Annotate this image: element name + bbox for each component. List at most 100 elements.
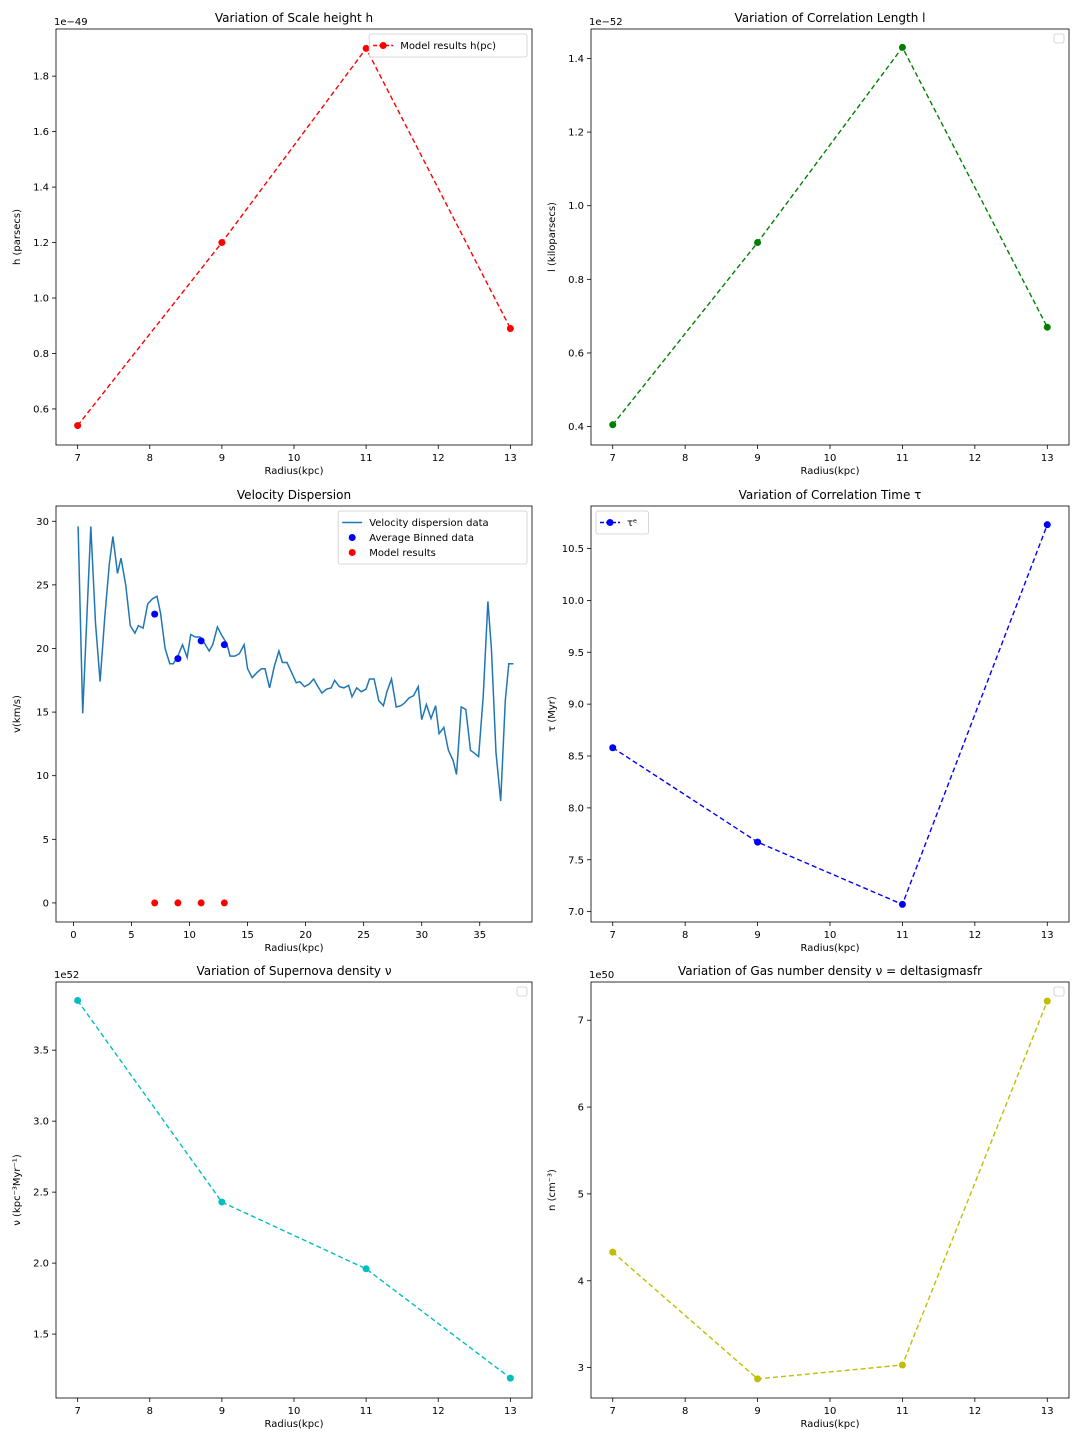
x-tick-label: 11	[896, 453, 909, 464]
y-axis-label: n (cm⁻³)	[547, 1169, 558, 1211]
y-tick-label: 15	[36, 708, 49, 719]
series-1	[74, 996, 514, 1382]
legend-marker	[348, 549, 356, 556]
series-1	[609, 43, 1051, 429]
legend-box	[516, 986, 528, 997]
legend-box	[595, 510, 649, 535]
y-tick-label: 20	[36, 644, 49, 655]
y-tick-label: 1.6	[33, 127, 49, 138]
y-tick-label: 1.8	[33, 72, 49, 83]
data-point	[174, 899, 182, 907]
x-tick-label: 10	[824, 930, 837, 941]
x-tick-label: 20	[299, 930, 312, 941]
y-tick-label: 10	[36, 771, 49, 782]
y-axis-label: v(km/s)	[12, 695, 23, 733]
y-tick-label: 1.2	[33, 238, 49, 249]
data-point	[362, 1265, 370, 1273]
series-line	[612, 46, 1048, 426]
legend-label: Model results	[369, 548, 436, 559]
y-tick-label: 0	[43, 898, 49, 909]
data-point	[754, 838, 762, 846]
x-tick-label: 7	[610, 930, 616, 941]
y-tick-label: 1.4	[568, 54, 584, 65]
x-tick-label: 30	[415, 930, 428, 941]
chart-title: Variation of Correlation Time τ	[739, 488, 922, 502]
series-line	[612, 1000, 1048, 1380]
series-line	[612, 524, 1048, 906]
y-tick-label: 2.5	[33, 1188, 49, 1199]
legend-box	[368, 33, 528, 58]
x-tick-label: 13	[1041, 930, 1054, 941]
data-point	[898, 1361, 906, 1369]
y-tick-label: 3.0	[33, 1117, 49, 1128]
data-point	[197, 637, 205, 645]
data-point	[74, 996, 82, 1004]
series-1	[609, 997, 1051, 1383]
series-1	[609, 521, 1051, 908]
legend-marker	[348, 534, 356, 541]
data-point	[220, 899, 228, 907]
chart-title: Variation of Correlation Length l	[735, 11, 926, 25]
axes-frame	[55, 505, 533, 923]
y-tick-label: 8.0	[568, 803, 584, 814]
y-tick-label: 5	[578, 1189, 584, 1200]
legend-label: Model results h(pc)	[400, 41, 496, 52]
series-line	[77, 1000, 511, 1379]
x-tick-label: 9	[219, 1406, 225, 1417]
x-tick-label: 35	[473, 930, 486, 941]
chart-1: Variation of Scale height h 7 8 9 10 11 12 13 0.…	[12, 11, 533, 477]
y-axis-label: l (kiloparsecs)	[547, 202, 558, 272]
x-tick-label: 13	[504, 453, 517, 464]
y-tick-label: 10.5	[562, 544, 584, 555]
series-line	[77, 526, 514, 802]
data-point	[74, 422, 82, 430]
y-tick-label: 1.5	[33, 1330, 49, 1341]
x-tick-label: 12	[968, 930, 981, 941]
y-tick-label: 7	[578, 1016, 584, 1027]
x-tick-label: 10	[183, 930, 196, 941]
data-point	[609, 421, 617, 429]
x-tick-label: 12	[968, 453, 981, 464]
x-axis-label: Radius(kpc)	[265, 1419, 324, 1430]
y-tick-label: 9.0	[568, 700, 584, 711]
series-2	[151, 610, 228, 663]
legend-box	[337, 510, 528, 565]
y-tick-label: 0.4	[568, 422, 584, 433]
x-tick-label: 0	[70, 930, 76, 941]
data-point	[754, 1375, 762, 1383]
legend: Velocity dispersion data Average Binned d…	[337, 510, 528, 565]
data-point	[218, 239, 226, 247]
y-tick-label: 9.5	[568, 648, 584, 659]
y-tick-label: 1.2	[568, 128, 584, 139]
x-tick-label: 10	[288, 453, 301, 464]
data-point	[362, 44, 370, 52]
legend-label: Velocity dispersion data	[369, 518, 489, 529]
y-tick-label: 30	[36, 517, 49, 528]
axis-offset-text: 1e−49	[54, 17, 88, 28]
y-axis-label: h (parsecs)	[12, 209, 23, 265]
x-tick-label: 8	[147, 1406, 153, 1417]
y-tick-label: 2.0	[33, 1259, 49, 1270]
legend-box	[1053, 33, 1065, 44]
y-tick-label: 4	[578, 1276, 584, 1287]
data-point	[151, 610, 159, 618]
chart-title: Variation of Scale height h	[215, 11, 373, 25]
series-line	[77, 47, 512, 427]
legend	[1053, 33, 1065, 44]
x-tick-label: 9	[219, 453, 225, 464]
y-tick-label: 10.0	[562, 596, 584, 607]
y-tick-label: 6	[578, 1103, 584, 1114]
chart-6: Variation of Gas number density ν = delt…	[547, 964, 1070, 1430]
x-tick-label: 8	[682, 453, 688, 464]
y-tick-label: 5	[43, 835, 49, 846]
legend-marker	[606, 519, 614, 526]
chart-title: Velocity Dispersion	[237, 488, 351, 502]
legend-label: τᵉ	[627, 518, 637, 529]
x-tick-label: 7	[610, 453, 616, 464]
data-point	[898, 43, 906, 51]
x-tick-label: 10	[288, 1406, 301, 1417]
y-axis-label: ν (kpc⁻³Myr⁻¹)	[12, 1154, 23, 1226]
x-tick-label: 10	[824, 1406, 837, 1417]
series-3	[151, 899, 228, 907]
